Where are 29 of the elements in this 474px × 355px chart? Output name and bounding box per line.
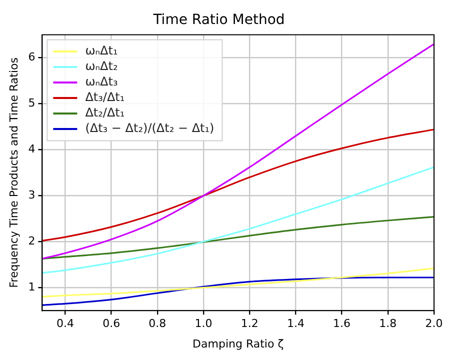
x-tick-label: 1.0 [194,317,212,330]
x-tick-label: 0.8 [148,317,166,330]
x-tick-label: 1.6 [333,317,351,330]
y-tick-label: 2 [28,234,36,248]
legend-label: ωₙΔt₃ [85,74,118,89]
line-series [42,43,434,260]
x-axis-title: Damping Ratio ζ [192,337,284,350]
line-series [42,268,434,298]
legend-label: (Δt₃ − Δt₂)/(Δt₂ − Δt₁) [85,121,214,136]
y-tick-label: 4 [28,142,36,156]
y-tick-label: 6 [28,50,36,64]
legend-label: Δt₂/Δt₁ [85,106,125,120]
y-axis-title: Frequency Time Products and Time Ratios [7,57,20,288]
y-tick-label: 5 [28,96,36,110]
x-tick-label: 0.4 [56,317,74,330]
y-tick-label: 1 [28,280,36,294]
line-series [42,216,434,260]
chart-title: Time Ratio Method [152,12,285,28]
legend-label: Δt₃/Δt₁ [85,90,125,104]
x-tick-label: 1.4 [286,317,304,330]
line-series [42,166,434,274]
x-tick-label: 0.6 [102,317,120,330]
line-series [42,276,434,306]
legend-label: ωₙΔt₁ [85,44,118,58]
x-tick-label: 1.8 [379,317,397,330]
x-tick-label: 2.0 [425,317,443,330]
x-tick-label: 1.2 [240,317,258,330]
legend-label: ωₙΔt₂ [85,59,118,74]
y-tick-label: 3 [28,188,36,202]
